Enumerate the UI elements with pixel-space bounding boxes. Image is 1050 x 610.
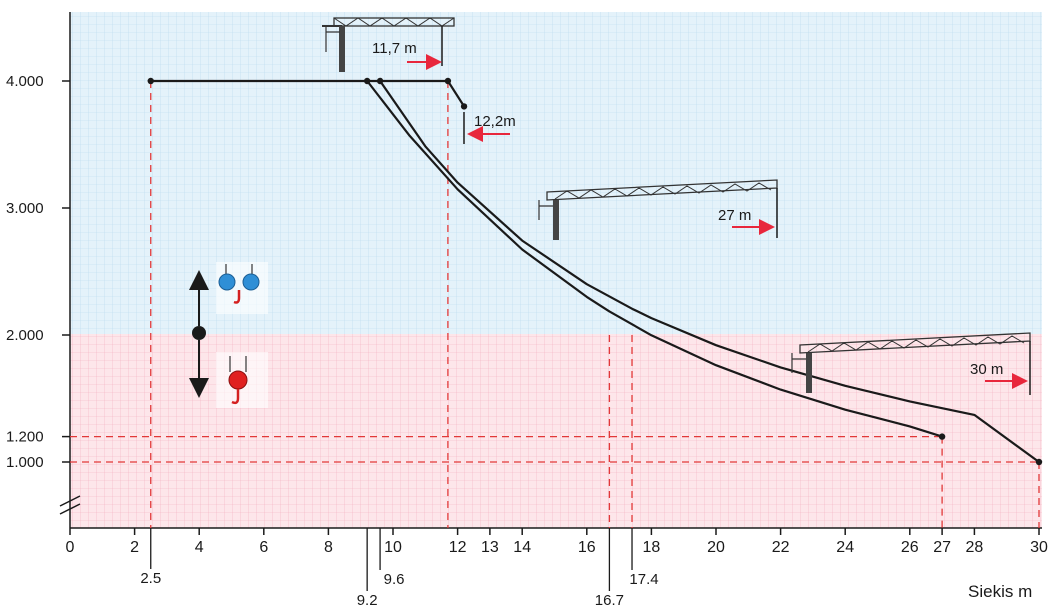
- x-ticks-low: 2.5 9.2 9.6 16.7 17.4: [140, 528, 659, 609]
- label-30m: 30 m: [970, 361, 1003, 378]
- x-tick-label-8: 14: [513, 539, 531, 556]
- label-27m: 27 m: [718, 207, 751, 224]
- x-tick-label-2: 4: [195, 539, 204, 556]
- x-tick-label-0: 0: [66, 539, 75, 556]
- x-tick-label-7: 13: [481, 539, 499, 556]
- series-line-1: [366, 80, 943, 438]
- x-tick-label-10: 18: [643, 539, 661, 556]
- x-tick-label-1: 2: [130, 539, 139, 556]
- x-tick-label-15: 27: [933, 539, 951, 556]
- crane-icon-medium: [538, 179, 778, 240]
- label-11-7m: 11,7 m: [372, 40, 417, 57]
- single-hook-red-icon: [216, 352, 268, 408]
- double-hook-blue-icon: [216, 262, 268, 314]
- x-tick-label-5: 10: [384, 539, 402, 556]
- x-tick-label-9: 16: [578, 539, 596, 556]
- x-ticks: 0 2 4 6 8 10 12 13 14 16 18 20 22 24 26 27 28 30: [66, 528, 1048, 556]
- y-tick-label-2: 2.000: [6, 327, 44, 344]
- hook-selector-icon: [189, 270, 209, 398]
- x-tick-label-14: 26: [901, 539, 919, 556]
- series-2-point-1: [1035, 458, 1043, 466]
- crane-icon-short: [322, 17, 455, 72]
- label-12-2m: 12,2m: [474, 113, 516, 130]
- x-low-label-4: 17.4: [629, 571, 658, 588]
- x-low-label-2: 9.6: [384, 571, 405, 588]
- y-tick-label-1: 1.200: [6, 429, 44, 446]
- x-low-label-0: 2.5: [140, 570, 161, 587]
- x-low-label-1: 9.2: [357, 592, 378, 609]
- series-1-point-0: [363, 77, 371, 85]
- x-tick-label-16: 28: [966, 539, 984, 556]
- series-0-point-2: [460, 103, 468, 110]
- x-tick-label-6: 12: [449, 539, 467, 556]
- series-line-2: [379, 80, 1040, 463]
- pink-zone-grid: [70, 334, 1042, 528]
- series-0-point-1: [444, 77, 452, 85]
- x-tick-label-12: 22: [772, 539, 790, 556]
- x-axis-label: Siekis m: [968, 582, 1032, 601]
- series-1-point-1: [938, 433, 946, 440]
- blue-zone-grid: [70, 12, 1042, 334]
- y-ticks: 1.000 1.200 2.000 3.000 4.000: [6, 73, 70, 471]
- x-tick-label-13: 24: [836, 539, 854, 556]
- y-tick-label-0: 1.000: [6, 454, 44, 471]
- y-tick-label-3: 3.000: [6, 200, 44, 217]
- x-tick-label-17: 30: [1030, 539, 1048, 556]
- series-2-point-0: [376, 77, 384, 85]
- series-0-point-0: [147, 77, 154, 85]
- crane-icon-long: [791, 332, 1031, 395]
- guide-lines: [70, 81, 1040, 528]
- axis-break-icon: [59, 495, 81, 515]
- y-tick-label-4: 4.000: [6, 73, 44, 90]
- x-low-label-3: 16.7: [595, 592, 624, 609]
- curve-points: [147, 77, 1043, 466]
- x-tick-label-11: 20: [707, 539, 725, 556]
- x-tick-label-4: 8: [324, 539, 333, 556]
- x-tick-label-3: 6: [259, 539, 268, 556]
